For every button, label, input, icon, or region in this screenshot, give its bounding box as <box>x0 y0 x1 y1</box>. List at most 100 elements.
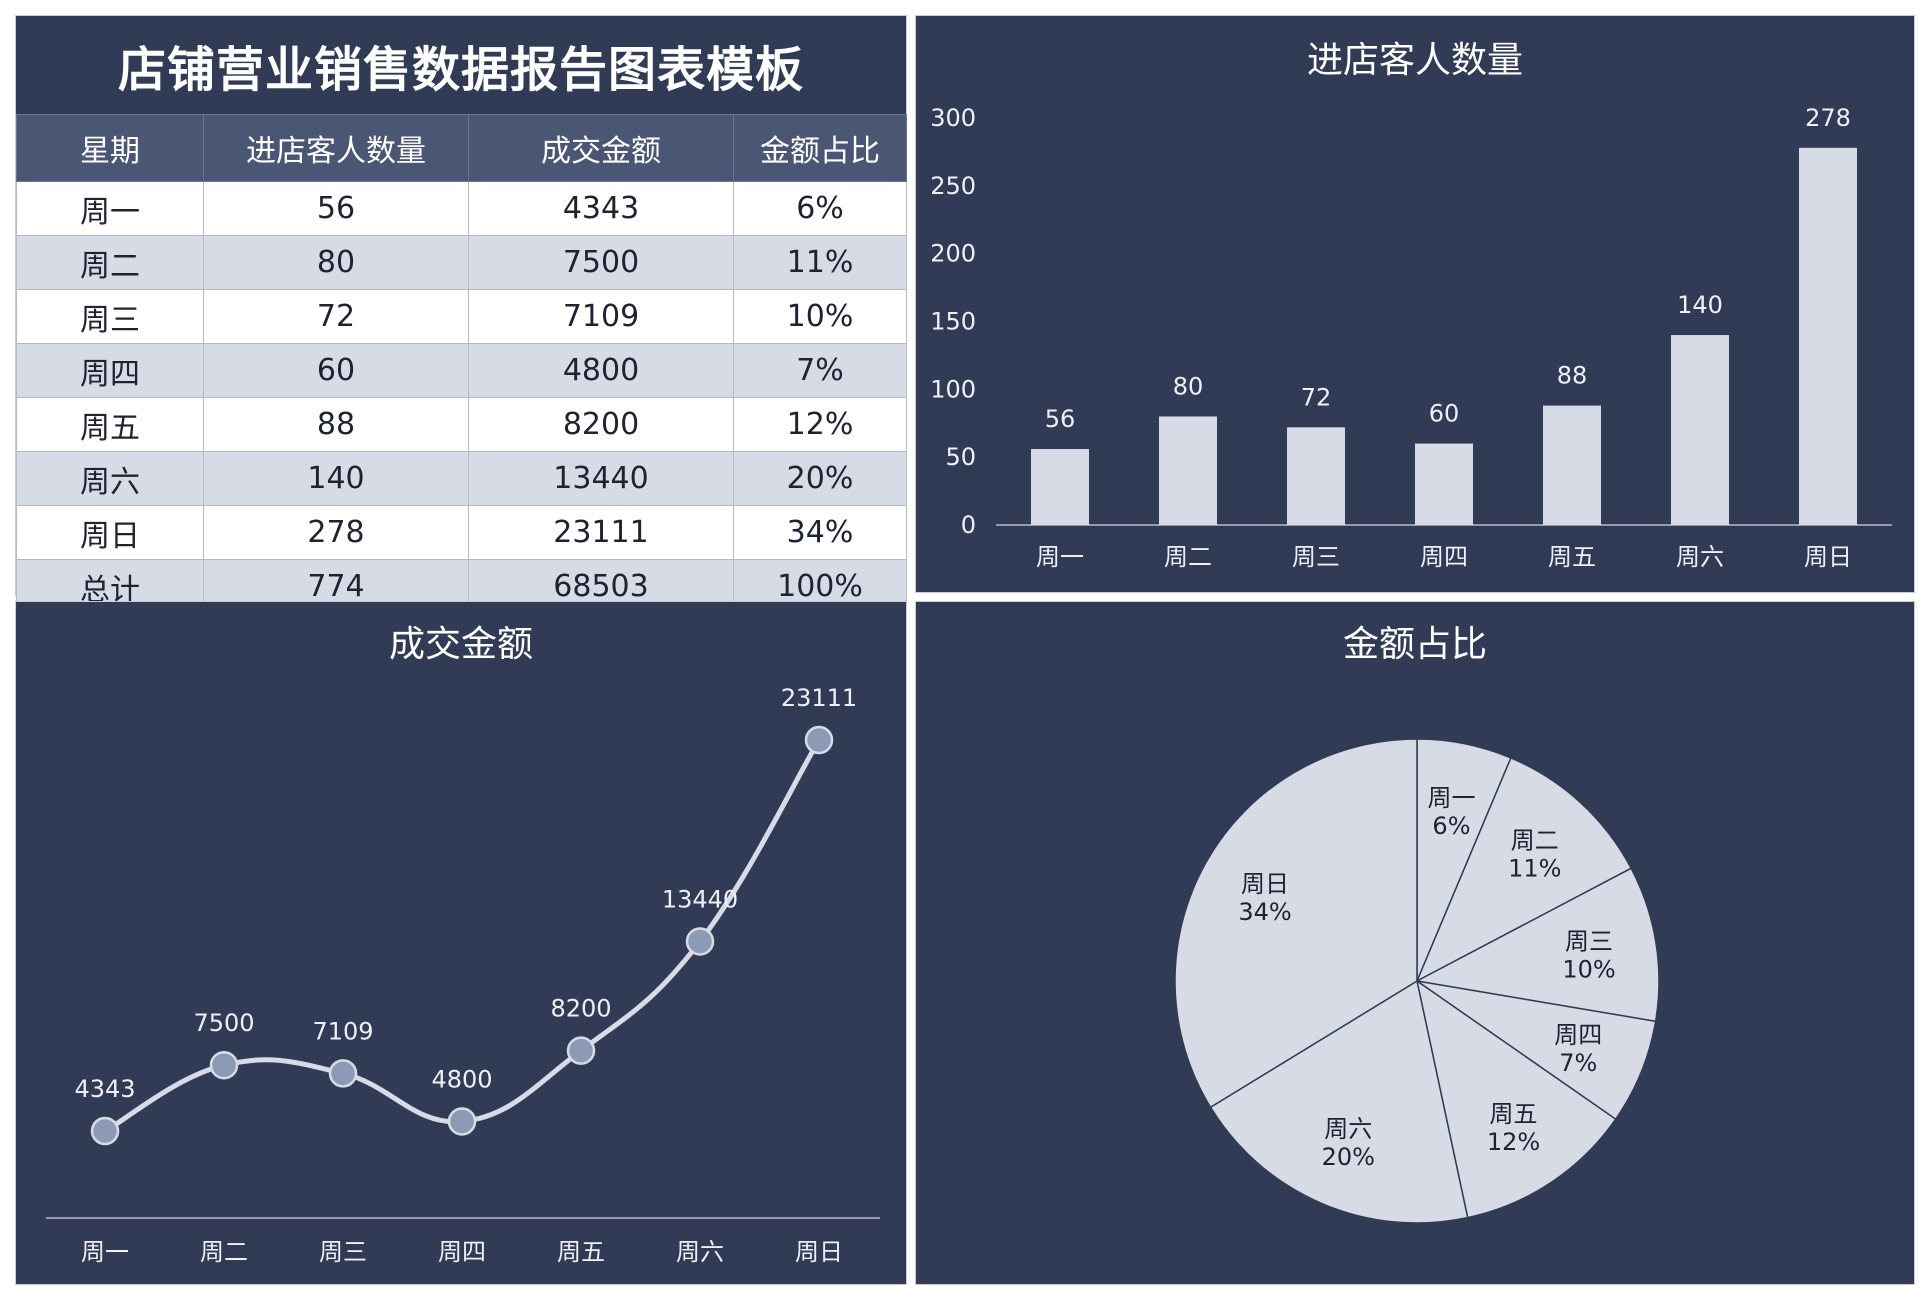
y-tick-label: 250 <box>930 172 976 200</box>
bar-data-label: 80 <box>1173 372 1204 400</box>
table-cell: 6% <box>733 181 907 236</box>
line-point <box>328 1059 358 1088</box>
x-tick-label: 周六 <box>1676 543 1724 571</box>
visitors-bar-chart-panel: 进店客人数量 0 50 100 150 200 250 300 56 周一 80 周二 72 周三 60 周… <box>916 16 1914 592</box>
table-header-row: 星期 进店客人数量 成交金额 金额占比 <box>16 114 907 182</box>
pie-slice-percent: 11% <box>1508 855 1561 883</box>
sales-line-chart-panel: 成交金额 4343 周一 7500 周二 7109 周三 4800 周四 8200 周五 13440… <box>16 602 906 1284</box>
table-cell: 140 <box>203 451 469 506</box>
line-point <box>804 725 834 755</box>
line-data-label: 4343 <box>74 1075 135 1103</box>
line-point <box>90 1116 120 1146</box>
table-cell: 34% <box>733 505 907 560</box>
x-tick-label: 周三 <box>319 1238 367 1266</box>
column-header-weekday: 星期 <box>16 114 204 182</box>
visitors-bar-chart: 进店客人数量 0 50 100 150 200 250 300 56 周一 80 周二 72 周三 60 周… <box>930 40 1892 571</box>
table-row: 周三 72 7109 10% <box>16 289 907 344</box>
pie-slice-percent: 7% <box>1559 1049 1597 1077</box>
column-header-visitors: 进店客人数量 <box>203 114 469 182</box>
table-row: 周四 60 4800 7% <box>16 343 907 398</box>
table-cell: 278 <box>203 505 469 560</box>
pie-slice-percent: 6% <box>1432 812 1470 840</box>
sales-table-panel: 店铺营业销售数据报告图表模板 星期 进店客人数量 成交金额 金额占比 周一 56… <box>16 16 907 614</box>
table-cell: 周一 <box>16 181 204 236</box>
bar <box>1287 427 1345 525</box>
sales-line-chart: 成交金额 4343 周一 7500 周二 7109 周三 4800 周四 8200 周五 13440… <box>46 624 880 1266</box>
pie-slice-label: 周四 <box>1554 1021 1602 1049</box>
bar-data-label: 60 <box>1429 400 1460 428</box>
x-tick-label: 周五 <box>557 1238 605 1266</box>
table-cell: 周五 <box>16 397 204 452</box>
table-row: 周六 140 13440 20% <box>16 451 907 506</box>
x-tick-label: 周二 <box>200 1238 248 1266</box>
table-row: 周一 56 4343 6% <box>16 181 907 236</box>
y-tick-label: 300 <box>930 104 976 132</box>
x-tick-label: 周一 <box>1036 543 1084 571</box>
bar-data-label: 56 <box>1045 405 1076 433</box>
pie-slice <box>1209 979 1469 1224</box>
pie-slice-label: 周六 <box>1324 1115 1372 1143</box>
pie-slice-label: 周一 <box>1427 784 1475 812</box>
chart-title: 金额占比 <box>1343 624 1487 665</box>
y-tick-label: 100 <box>930 375 976 403</box>
y-tick-label: 0 <box>961 511 976 539</box>
pie-slice <box>1416 980 1657 1121</box>
chart-title: 成交金额 <box>389 624 533 665</box>
line-data-label: 13440 <box>662 885 738 913</box>
bar <box>1159 416 1217 525</box>
table-cell: 13440 <box>468 451 734 506</box>
pie-slice <box>1414 867 1660 1023</box>
pie-slice-percent: 34% <box>1238 898 1291 926</box>
line-data-label: 7109 <box>312 1017 373 1045</box>
table-cell: 7500 <box>468 235 734 290</box>
y-tick-label: 50 <box>945 443 976 471</box>
sales-table: 星期 进店客人数量 成交金额 金额占比 周一 56 4343 6% 周二 80 … <box>16 114 907 614</box>
table-cell: 20% <box>733 451 907 506</box>
x-tick-label: 周四 <box>1420 543 1468 571</box>
bar-data-label: 278 <box>1805 104 1851 132</box>
x-tick-label: 周五 <box>1548 543 1596 571</box>
line-point <box>209 1050 239 1080</box>
x-tick-label: 周四 <box>438 1238 486 1266</box>
line-point <box>566 1036 596 1065</box>
bar <box>1031 449 1089 525</box>
table-row: 周日 278 23111 34% <box>16 505 907 560</box>
pie-slice-label: 周日 <box>1241 870 1289 898</box>
report-title: 店铺营业销售数据报告图表模板 <box>16 16 906 114</box>
table-cell: 23111 <box>468 505 734 560</box>
pie-slice-percent: 10% <box>1562 955 1615 983</box>
table-cell: 周二 <box>16 235 204 290</box>
x-tick-label: 周六 <box>676 1238 724 1266</box>
line-point <box>447 1107 477 1136</box>
x-tick-label: 周日 <box>795 1238 843 1266</box>
table-cell: 周三 <box>16 289 204 344</box>
pie-slice-label: 周五 <box>1490 1100 1538 1128</box>
line-point <box>685 927 715 956</box>
bar <box>1671 335 1729 525</box>
column-header-sales: 成交金额 <box>468 114 734 182</box>
table-cell: 12% <box>733 397 907 452</box>
table-cell: 7% <box>733 343 907 398</box>
bar-data-label: 140 <box>1677 291 1723 319</box>
pie-slice <box>1415 756 1633 983</box>
table-cell: 72 <box>203 289 469 344</box>
table-cell: 周四 <box>16 343 204 398</box>
table-row: 周五 88 8200 12% <box>16 397 907 452</box>
table-cell: 11% <box>733 235 907 290</box>
table-cell: 8200 <box>468 397 734 452</box>
table-cell: 88 <box>203 397 469 452</box>
y-tick-label: 150 <box>930 308 976 336</box>
x-tick-label: 周二 <box>1164 543 1212 571</box>
chart-title: 进店客人数量 <box>1307 40 1523 81</box>
pie-slice <box>1174 738 1418 1109</box>
share-pie-chart-panel: 金额占比 周一 6% 周二 11% 周三 10% 周四 7% 周五 12% 周六 20% 周日 34% <box>916 602 1914 1284</box>
table-cell: 4343 <box>468 181 734 236</box>
column-header-share: 金额占比 <box>733 114 907 182</box>
line-data-label: 4800 <box>431 1065 492 1093</box>
table-cell: 4800 <box>468 343 734 398</box>
bar <box>1543 405 1601 525</box>
bar-data-label: 72 <box>1301 383 1332 411</box>
x-tick-label: 周日 <box>1804 543 1852 571</box>
x-tick-label: 周三 <box>1292 543 1340 571</box>
